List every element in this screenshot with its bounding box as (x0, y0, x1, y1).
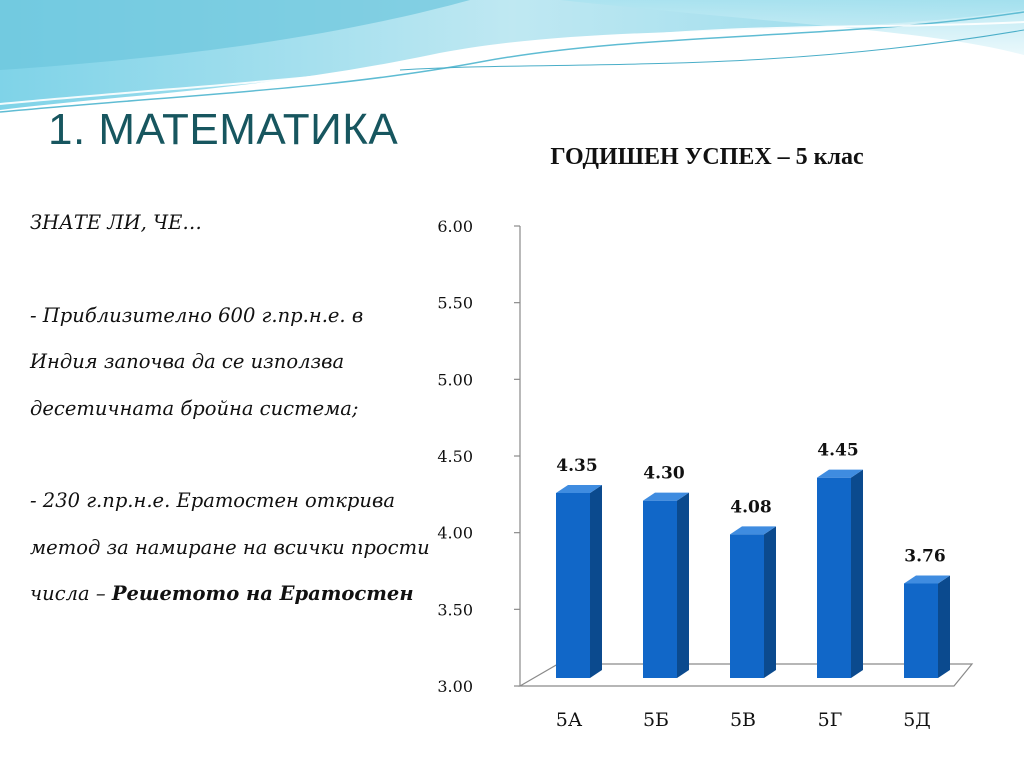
y-tick-label: 3.00 (437, 677, 473, 696)
y-tick-labels: 3.00 3.50 4.00 4.50 5.00 5.50 6.00 (437, 217, 473, 696)
bar-top-face (730, 526, 776, 535)
y-tick-label: 5.50 (437, 294, 473, 313)
x-tick-label: 5Д (903, 709, 931, 731)
y-axis (514, 225, 521, 687)
fact-eratosthenes-text: - 230 г.пр.н.е. Ератостен открива метод … (30, 489, 430, 605)
x-tick-label: 5Б (643, 709, 669, 731)
slide-title: 1. МАТЕМАТИКА (48, 105, 399, 154)
bars (556, 469, 950, 678)
bar-side-face (938, 575, 950, 678)
bar-5Г (817, 469, 863, 678)
bar-5В (730, 526, 776, 678)
y-tick-label: 5.00 (437, 370, 473, 389)
bar-front-face (730, 534, 764, 678)
bar-5А (556, 485, 602, 678)
fact-eratosthenes: - 230 г.пр.н.е. Ератостен открива метод … (30, 478, 430, 618)
fact-decimal-system: - Приблизително 600 г.пр.н.е. в Индия за… (30, 303, 364, 420)
intro-heading: ЗНАТЕ ЛИ, ЧЕ… (30, 211, 202, 234)
bar-5Б (643, 492, 689, 678)
y-tick-label: 6.00 (437, 217, 473, 236)
x-tick-label: 5Г (818, 709, 843, 731)
data-label: 4.08 (730, 497, 771, 517)
y-tick-label: 3.50 (437, 600, 473, 619)
bar-top-face (556, 485, 602, 493)
bar-side-face (677, 492, 689, 678)
data-label: 4.45 (817, 441, 858, 461)
bar-5Д (904, 575, 950, 678)
data-label: 4.35 (556, 456, 597, 476)
bar-front-face (904, 583, 938, 678)
data-label: 3.76 (904, 546, 945, 566)
y-tick-label: 4.00 (437, 524, 473, 543)
bar-side-face (764, 526, 776, 678)
x-tick-labels: 5А 5Б 5В 5Г 5Д (556, 709, 931, 731)
bar-side-face (590, 485, 602, 678)
bar-front-face (817, 477, 851, 678)
fact-text-block: ЗНАТЕ ЛИ, ЧЕ… - Приблизително 600 г.пр.н… (30, 200, 430, 618)
bar-top-face (643, 492, 689, 501)
bar-top-face (904, 575, 950, 584)
data-labels: 4.35 4.30 4.08 4.45 3.76 (556, 441, 945, 567)
sieve-of-eratosthenes-term: Решетото на Ератостен (111, 582, 414, 605)
bar-front-face (556, 493, 590, 678)
bar-top-face (817, 469, 863, 478)
bar-side-face (851, 469, 863, 678)
y-tick-label: 4.50 (437, 447, 473, 466)
x-tick-label: 5В (730, 709, 756, 731)
chart-title: ГОДИШЕН УСПЕХ – 5 клас (550, 144, 864, 170)
data-label: 4.30 (643, 464, 685, 484)
header-wave-decoration (0, 0, 1024, 113)
bar-front-face (643, 500, 677, 678)
x-tick-label: 5А (556, 709, 583, 731)
